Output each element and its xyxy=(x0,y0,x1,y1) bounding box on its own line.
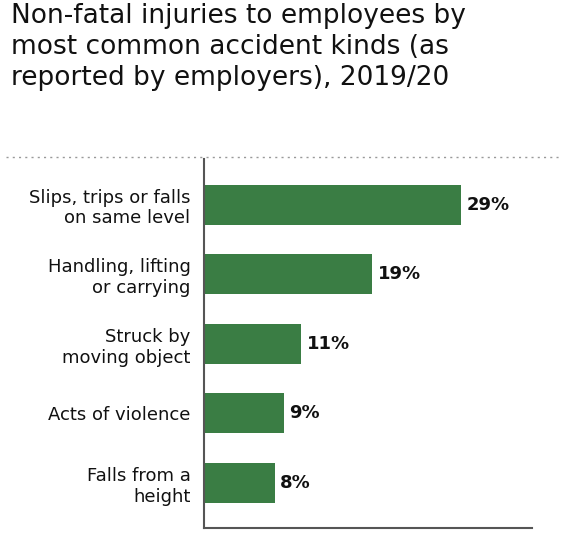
Text: Non-fatal injuries to employees by
most common accident kinds (as
reported by em: Non-fatal injuries to employees by most … xyxy=(11,3,466,91)
Text: 8%: 8% xyxy=(280,474,311,492)
Bar xyxy=(204,393,284,433)
Text: 9%: 9% xyxy=(289,404,320,422)
Bar xyxy=(204,323,301,364)
Bar xyxy=(204,185,461,225)
Text: 11%: 11% xyxy=(307,335,350,353)
Bar xyxy=(204,463,275,503)
Bar xyxy=(204,254,372,294)
Text: 19%: 19% xyxy=(378,265,421,283)
Text: 29%: 29% xyxy=(466,196,509,214)
